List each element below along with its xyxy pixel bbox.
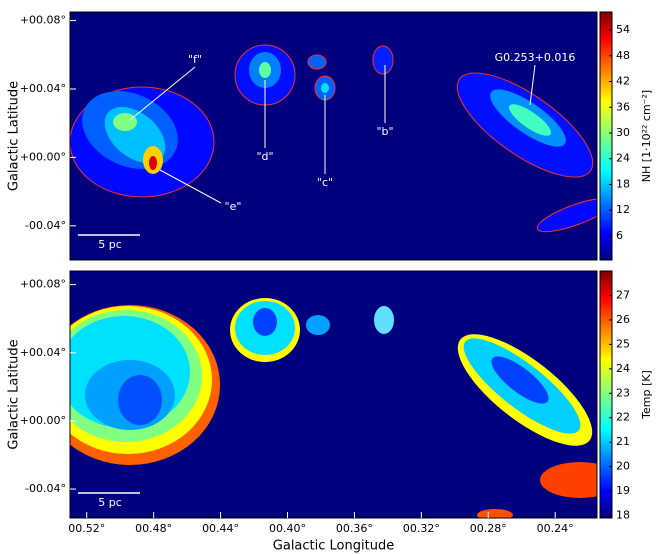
y-axis-label: Galactic Latitude: [7, 339, 22, 449]
y-tick-label: +00.00°: [20, 150, 66, 163]
colorbar-tick-label: 30: [616, 126, 630, 139]
y-tick-label: +00.08°: [20, 278, 66, 291]
colorbar: [599, 11, 613, 261]
y-tick-label: -00.04°: [25, 219, 66, 232]
annotation: "d": [256, 150, 273, 163]
scale-bar-label: 5 pc: [98, 496, 122, 509]
y-tick-label: +00.04°: [20, 82, 66, 95]
colorbar-tick-label: 26: [616, 313, 630, 326]
colorbar-tick-label: 42: [616, 75, 630, 88]
colorbar-tick-label: 19: [616, 484, 630, 497]
colorbar-tick-label: 22: [616, 411, 630, 424]
temperature-map: [70, 271, 597, 518]
colorbar-tick-label: 12: [616, 203, 630, 216]
colorbar-tick-label: 24: [616, 152, 630, 165]
annotation: "c": [317, 176, 333, 189]
colorbar: [599, 270, 613, 519]
x-axis-label: Galactic Longitude: [273, 539, 394, 554]
colorbar-label: Temp [K]: [640, 370, 653, 420]
annotation: G0.253+0.016: [495, 51, 576, 64]
colorbar-tick-label: 27: [616, 288, 630, 301]
colorbar-tick-label: 18: [616, 509, 630, 522]
colorbar-tick-label: 23: [616, 386, 630, 399]
x-tick-label: 00.24°: [537, 522, 574, 535]
plot-frame: [69, 270, 598, 519]
x-tick-label: 00.44°: [202, 522, 239, 535]
colorbar-label: NH [1·10²² cm⁻²]: [640, 90, 653, 182]
x-tick-label: 00.36°: [336, 522, 373, 535]
annotation: "b": [376, 125, 393, 138]
plot-frame: [69, 11, 598, 261]
y-axis-label: Galactic Latitude: [7, 81, 22, 191]
colorbar-tick-label: 18: [616, 177, 630, 190]
colorbar-tick-label: 21: [616, 435, 630, 448]
colorbar-tick-label: 6: [616, 229, 623, 242]
y-tick-label: -00.04°: [25, 482, 66, 495]
x-tick-label: 00.52°: [68, 522, 105, 535]
colorbar-tick-label: 54: [616, 23, 630, 36]
colorbar-tick-label: 48: [616, 49, 630, 62]
annotation-pointer: [159, 169, 222, 204]
colorbar-tick-label: 36: [616, 100, 630, 113]
annotation-pointer: [529, 64, 536, 106]
y-tick-label: +00.08°: [20, 14, 66, 27]
colorbar-tick-label: 20: [616, 460, 630, 473]
x-tick-label: 00.40°: [269, 522, 306, 535]
colorbar-tick-label: 24: [616, 362, 630, 375]
annotation-pointer: [129, 66, 196, 121]
y-tick-label: +00.04°: [20, 346, 66, 359]
y-tick-label: +00.00°: [20, 414, 66, 427]
x-tick-label: 00.48°: [135, 522, 172, 535]
x-tick-label: 00.32°: [403, 522, 440, 535]
column-density-map: [70, 12, 597, 260]
annotation: "f": [188, 53, 202, 66]
colorbar-tick-label: 25: [616, 337, 630, 350]
scale-bar-label: 5 pc: [98, 238, 122, 251]
x-tick-label: 00.28°: [470, 522, 507, 535]
annotation: "e": [225, 200, 242, 213]
